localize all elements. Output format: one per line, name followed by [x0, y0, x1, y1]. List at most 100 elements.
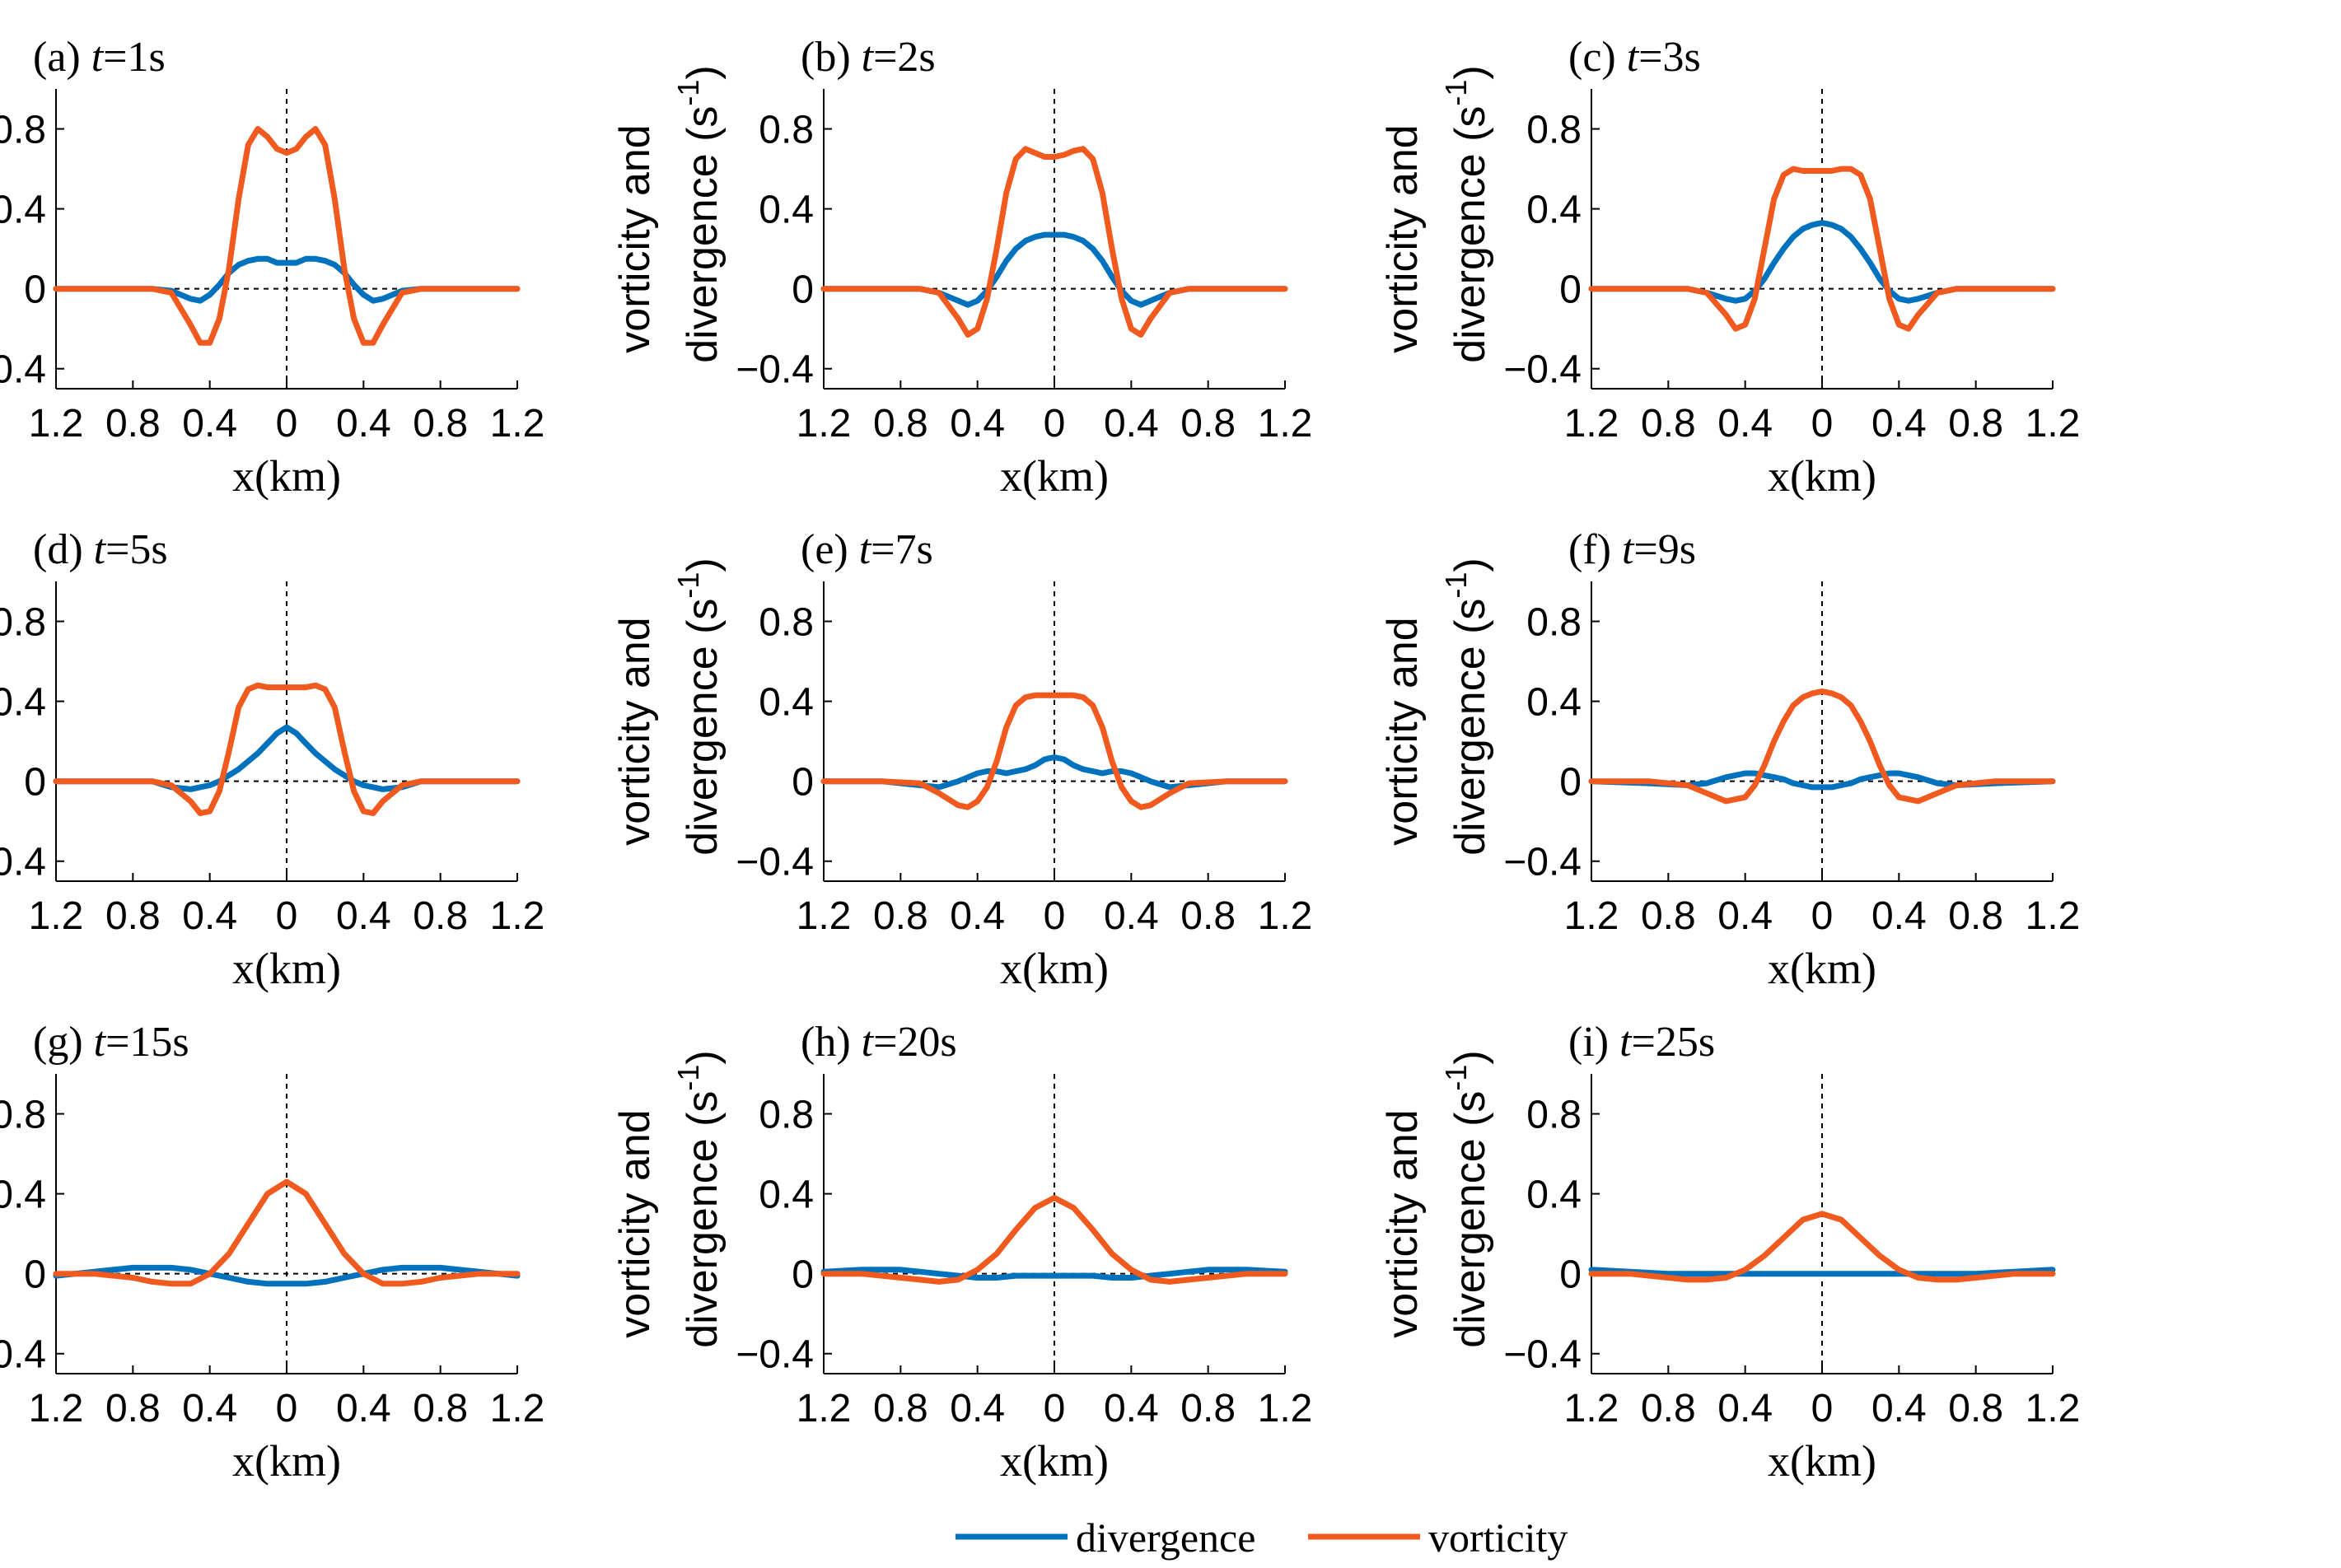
x-tick-label: 1.2: [2026, 894, 2081, 938]
y-axis-label-unit: divergence (s: [679, 1091, 727, 1348]
panel-time-value: 9s: [1658, 526, 1696, 573]
x-axis-label: x(km): [1000, 944, 1109, 993]
x-tick-label: 0.8: [1180, 1387, 1236, 1430]
panel-title: (d) t=5s: [33, 526, 168, 573]
panel-time-value: 5s: [129, 526, 167, 573]
x-tick-label: 0.8: [1948, 402, 2003, 446]
divergence-line: [820, 754, 1288, 791]
panel-time-eq: =: [105, 526, 129, 573]
panel-letter: (c): [1568, 34, 1627, 81]
x-tick-label: 1.2: [2026, 402, 2081, 446]
legend: divergence vorticity: [956, 1514, 1568, 1561]
y-axis-label-line2: divergence (s-1): [671, 558, 727, 856]
x-tick-label: 0.4: [182, 1387, 237, 1430]
y-axis-label-line1: vorticity and: [611, 124, 659, 352]
panel-d: −0.400.40.81.20.80.400.40.81.2x(km)vorti…: [0, 526, 544, 993]
x-tick-label: 1.2: [797, 1387, 852, 1430]
panel-letter: (e): [801, 526, 859, 573]
x-tick-label: 0.8: [105, 894, 161, 938]
x-tick-label: 1.2: [490, 894, 545, 938]
y-tick-label: 0: [24, 1253, 46, 1297]
y-axis-label-line1: vorticity and: [1379, 617, 1427, 845]
panel-time-var: t: [1619, 1019, 1633, 1066]
y-axis-label-exponent: -1: [1439, 1065, 1473, 1091]
x-tick-label: 1.2: [1258, 894, 1313, 938]
y-axis-label-exponent: -1: [1439, 572, 1473, 599]
y-axis-label-unit: divergence (s: [679, 106, 727, 363]
panel-time-value: 20s: [897, 1019, 956, 1066]
x-tick-label: 0.4: [1871, 402, 1927, 446]
x-tick-label: 0.8: [1948, 894, 2003, 938]
panel-title: (i) t=25s: [1568, 1019, 1715, 1066]
panel-letter: (g): [33, 1019, 94, 1066]
y-tick-label: 0.4: [1526, 681, 1582, 725]
panel-time-eq: =: [103, 34, 127, 81]
x-axis-label: x(km): [1000, 1436, 1109, 1486]
x-tick-label: 1.2: [29, 402, 84, 446]
panel-time-var: t: [94, 1019, 107, 1066]
x-tick-label: 0.4: [1717, 402, 1773, 446]
x-tick-label: 0.8: [1180, 894, 1236, 938]
x-tick-label: 0.4: [1717, 1387, 1773, 1430]
panel-i: −0.4 0 0.4 0.8 1.2 0.8 0.4 0 0.4 0.8 1.2 x(km) vorti…: [1379, 1019, 2080, 1486]
panel-h: −0.4 0 0.4 0.8 1.2 0.8 0.4 0 0.4 0.8 1.2 x(km) vorti…: [611, 1019, 1312, 1486]
panel-time-var: t: [91, 34, 105, 81]
panel-title: (a) t=1s: [33, 34, 166, 81]
y-axis-label-close: ): [679, 558, 727, 572]
y-tick-label: 0.8: [759, 601, 814, 645]
x-axis-label: x(km): [1000, 451, 1109, 501]
x-tick-label: 0: [276, 1387, 298, 1430]
x-tick-label: 1.2: [2026, 1387, 2081, 1430]
y-tick-label: 0: [792, 1253, 814, 1297]
x-tick-label: 0.4: [336, 1387, 391, 1430]
panel-time-value: 25s: [1656, 1019, 1715, 1066]
y-tick-label: −0.4: [736, 348, 814, 392]
panel-letter: (d): [33, 526, 94, 573]
y-axis-label-line2: divergence (s-1): [1439, 1050, 1494, 1348]
x-tick-label: 0.8: [1641, 894, 1696, 938]
x-tick-label: 0.4: [950, 1387, 1005, 1430]
y-axis-label-line2: divergence (s-1): [671, 1050, 727, 1348]
y-axis-label-exponent: -1: [671, 80, 705, 106]
panel-time-eq: =: [871, 526, 895, 573]
y-tick-label: 0.4: [1526, 1174, 1582, 1217]
x-tick-label: 0.4: [182, 894, 237, 938]
x-tick-label: 0: [1811, 1387, 1834, 1430]
x-axis-label: x(km): [232, 1436, 341, 1486]
y-tick-label: 0: [24, 761, 46, 805]
y-axis-label-exponent: -1: [671, 572, 705, 599]
y-tick-label: 0: [1559, 761, 1582, 805]
x-tick-label: 0: [1811, 402, 1834, 446]
y-axis-label-close: ): [679, 1050, 727, 1064]
y-tick-label: 0.8: [759, 1094, 814, 1137]
x-tick-label: 0.4: [336, 402, 391, 446]
panel-letter: (b): [801, 34, 862, 81]
legend-vorticity-label: vorticity: [1428, 1514, 1568, 1561]
panel-e: −0.4 0 0.4 0.8 1.2 0.8 0.4 0 0.4 0.8 1.2 x(km) vorti…: [611, 526, 1312, 993]
x-axis-label: x(km): [232, 944, 341, 993]
y-tick-label: 0.8: [0, 109, 46, 152]
x-tick-label: 0.8: [1948, 1387, 2003, 1430]
panel-title: (g) t=15s: [33, 1019, 189, 1066]
y-tick-label: 0.4: [0, 681, 46, 725]
x-tick-label: 1.2: [490, 1387, 545, 1430]
x-tick-label: 0.8: [413, 1387, 468, 1430]
x-tick-label: 0.8: [413, 894, 468, 938]
panel-letter: (a): [33, 34, 91, 81]
x-tick-label: 0.8: [105, 402, 161, 446]
y-tick-label: 0.4: [759, 681, 814, 725]
vorticity-line: [820, 146, 1288, 338]
y-axis-label-line2: divergence (s-1): [671, 65, 727, 363]
y-tick-label: 0.8: [0, 1094, 46, 1137]
x-axis-label: x(km): [232, 451, 341, 501]
panel-g: −0.400.40.81.20.80.400.40.81.2x(km)vorti…: [0, 1019, 544, 1486]
y-tick-label: −0.4: [0, 841, 46, 884]
y-axis-label-line1: vorticity and: [611, 617, 659, 845]
y-tick-label: 0.4: [0, 1174, 46, 1217]
panel-time-value: 15s: [129, 1019, 189, 1066]
divergence-line: [1588, 220, 2056, 304]
x-tick-label: 0.4: [1871, 1387, 1927, 1430]
x-tick-label: 0.4: [950, 402, 1005, 446]
y-axis-label-unit: divergence (s: [679, 599, 727, 856]
y-tick-label: 0.8: [1526, 601, 1582, 645]
